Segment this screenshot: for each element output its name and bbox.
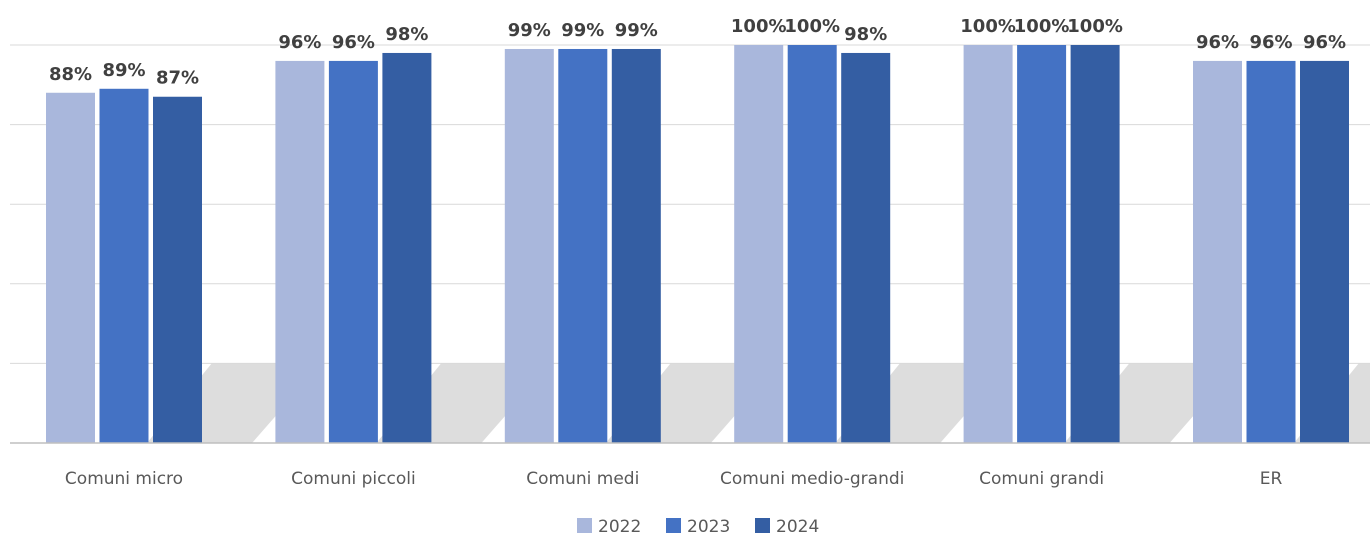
category-label: Comuni micro <box>65 469 183 489</box>
legend-label: 2024 <box>776 517 819 537</box>
bar-2023 <box>1246 60 1296 444</box>
bar-2023 <box>787 45 837 443</box>
bar-2022 <box>504 48 554 443</box>
data-label: 96% <box>1196 32 1239 53</box>
legend-swatch <box>755 518 770 533</box>
legend-swatch <box>577 518 592 533</box>
bar-2024 <box>382 52 432 444</box>
data-labels: 88% 89% 87%96% 96% 98% 99% 99% 99% 100%100% 98% 10… <box>49 16 1346 89</box>
data-label: 100% <box>1067 16 1123 37</box>
data-label: 89% <box>102 60 145 81</box>
legend-label: 2023 <box>687 517 730 537</box>
category-label: Comuni piccoli <box>291 469 416 489</box>
data-label: 98% <box>385 24 428 45</box>
bar-2023 <box>558 48 608 443</box>
category-label: Comuni grandi <box>979 469 1104 489</box>
bar-2022 <box>734 45 784 443</box>
legend-label: 2022 <box>598 517 641 537</box>
data-label: 100% <box>1014 16 1070 37</box>
data-label: 99% <box>561 20 604 41</box>
data-label: 100% <box>731 16 787 37</box>
data-label: 100% <box>960 16 1016 37</box>
data-label: 96% <box>1303 32 1346 53</box>
data-label: 99% <box>615 20 658 41</box>
legend: 2022 2023 2024 <box>577 517 819 537</box>
bar-2023 <box>1017 45 1067 443</box>
bar-2024 <box>1300 60 1349 444</box>
bar-2022 <box>963 45 1013 443</box>
bar-2022 <box>1193 60 1242 444</box>
bar-2022 <box>275 60 325 444</box>
bar-2023 <box>99 88 149 443</box>
bar-2024 <box>1070 45 1120 443</box>
bars <box>46 45 1349 444</box>
data-label: 88% <box>49 64 92 85</box>
category-label: ER <box>1260 469 1283 489</box>
category-label: Comuni medi <box>526 469 639 489</box>
bar-2024 <box>611 48 661 443</box>
data-label: 87% <box>156 68 199 89</box>
data-label: 96% <box>278 32 321 53</box>
bar-2022 <box>46 92 95 443</box>
data-label: 100% <box>784 16 840 37</box>
bar-2024 <box>841 52 891 444</box>
bar-2023 <box>328 60 378 444</box>
gridlines <box>10 44 1370 364</box>
category-label: Comuni medio-grandi <box>720 469 904 489</box>
data-label: 99% <box>508 20 551 41</box>
legend-swatch <box>666 518 681 533</box>
data-label: 96% <box>332 32 375 53</box>
category-labels: Comuni micro Comuni piccoli Comuni medi Com… <box>65 469 1283 489</box>
bar-2024 <box>153 96 202 444</box>
data-label: 98% <box>844 24 887 45</box>
data-label: 96% <box>1249 32 1292 53</box>
